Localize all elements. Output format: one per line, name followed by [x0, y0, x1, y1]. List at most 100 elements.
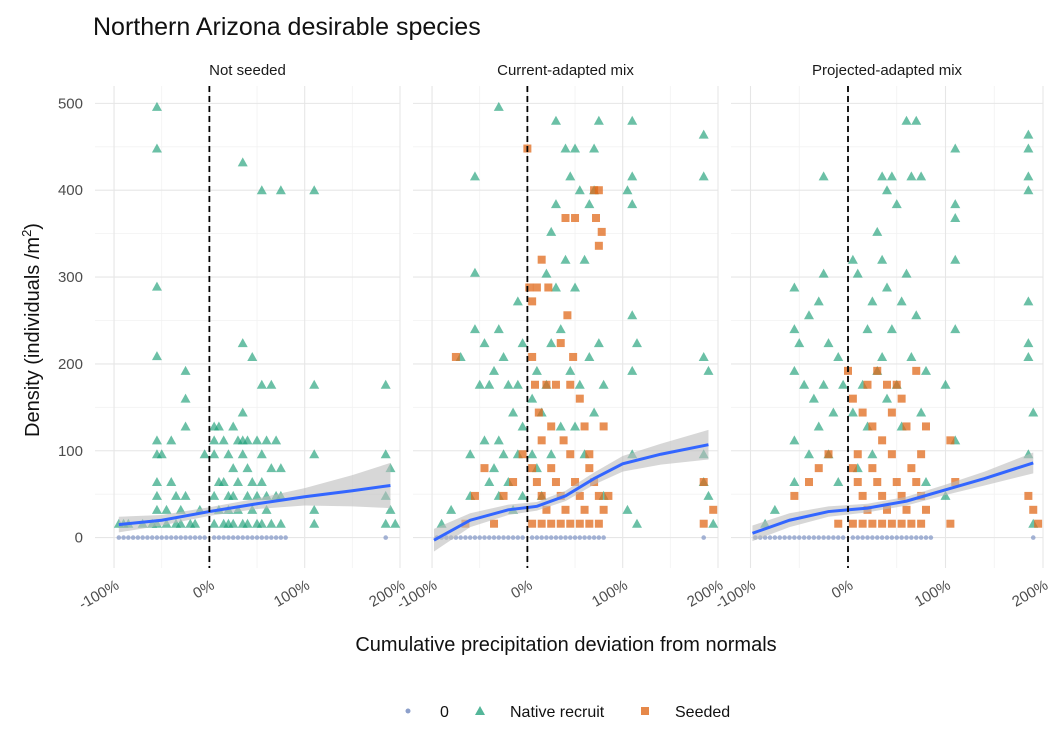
native-recruit-point: [570, 421, 581, 431]
seeded-point: [547, 464, 556, 473]
native-recruit-point: [708, 518, 719, 528]
zero-point: [482, 535, 487, 540]
native-recruit-point: [469, 324, 480, 334]
seeded-point: [868, 422, 877, 431]
legend-label: Native recruit: [510, 704, 605, 721]
native-recruit-point: [911, 115, 922, 125]
native-recruit-point: [789, 477, 800, 487]
native-recruit-point: [252, 490, 263, 500]
seeded-point: [499, 491, 508, 500]
native-recruit-point: [867, 449, 878, 459]
zero-point: [130, 535, 136, 540]
zero-point: [870, 535, 875, 540]
native-recruit-point: [847, 407, 858, 417]
zero-point: [116, 535, 122, 540]
grid: [731, 86, 1044, 568]
native-recruit-point: [804, 310, 814, 320]
zero-point: [520, 535, 525, 540]
native-recruit-point: [555, 324, 566, 334]
native-recruit-point: [541, 268, 552, 278]
seeded-point: [878, 436, 887, 445]
native-recruit-point: [446, 504, 457, 514]
native-recruit-point: [1023, 171, 1034, 181]
zero-point: [787, 535, 792, 540]
native-recruit-point: [631, 518, 642, 528]
seeded-point: [563, 311, 572, 320]
facet-strip-label: Not seeded: [209, 62, 286, 79]
native-recruit-point: [818, 268, 829, 278]
zero-point: [140, 535, 145, 540]
seeded-point: [902, 505, 911, 514]
seeded-point: [551, 380, 560, 389]
seeded-point: [597, 227, 606, 236]
zero-point: [202, 535, 207, 540]
native-recruit-point: [1023, 129, 1034, 139]
zero-point: [501, 535, 506, 540]
native-recruit-point: [833, 351, 844, 361]
native-recruit-point: [479, 435, 490, 445]
y-axis-title-suffix: ): [22, 223, 44, 230]
native-recruit-point: [916, 407, 927, 417]
seeded-point: [902, 422, 911, 431]
native-recruit-point: [627, 365, 638, 375]
seeded-point: [897, 491, 906, 500]
native-recruit-point: [877, 171, 888, 181]
seeded-point: [883, 380, 891, 389]
native-recruit-point: [209, 490, 220, 500]
native-recruit-point: [151, 281, 162, 291]
native-recruit-point: [209, 449, 220, 459]
facet-panel-2: Current-adapted mix-100% 0% 100% 200%: [394, 62, 726, 613]
native-recruit-point: [151, 504, 162, 514]
seeded-point: [575, 491, 584, 500]
zero-point: [188, 535, 193, 540]
y-tick-label: 0: [75, 530, 83, 547]
seeded-point: [868, 519, 877, 528]
native-recruit-point: [598, 379, 609, 389]
zero-point: [467, 535, 473, 540]
native-recruit-point: [465, 449, 476, 459]
seeded-point: [790, 491, 799, 500]
native-recruit-point: [862, 324, 873, 334]
native-recruit-point: [804, 449, 814, 459]
zero-point: [254, 535, 260, 540]
zero-point: [563, 535, 568, 540]
zero-point: [154, 535, 160, 540]
seeded-point: [887, 519, 896, 528]
seeded-point: [537, 436, 546, 445]
zero-point: [923, 535, 929, 540]
zero-point: [510, 535, 516, 540]
native-recruit-point: [789, 282, 800, 292]
seeded-point: [470, 491, 479, 500]
zero-point: [463, 535, 468, 540]
zero-point: [894, 535, 900, 540]
native-recruit-point: [794, 338, 805, 348]
native-recruit-point: [484, 477, 495, 487]
legend-key-native-recruit: [475, 706, 485, 715]
native-recruit-point: [390, 518, 401, 528]
zero-point: [801, 535, 807, 540]
native-recruit-point: [833, 477, 844, 487]
native-recruit-point: [228, 421, 239, 431]
zero-point: [515, 535, 521, 540]
native-recruit-point: [872, 226, 883, 236]
native-recruit-point: [896, 296, 907, 306]
native-recruit-point: [940, 379, 951, 389]
seeded-point: [561, 214, 570, 223]
seeded-point: [922, 505, 930, 514]
zero-point: [486, 535, 492, 540]
native-recruit-point: [565, 365, 576, 375]
seeded-point: [490, 519, 499, 528]
native-recruit-point: [950, 199, 961, 209]
native-recruit-point: [508, 407, 519, 417]
zero-point: [164, 535, 169, 540]
native-recruit-point: [151, 477, 162, 487]
zero-point: [126, 535, 131, 540]
native-recruit-point: [237, 157, 248, 167]
seeded-point: [531, 380, 539, 389]
seeded-point: [544, 283, 553, 292]
seeded-point: [547, 422, 556, 431]
native-recruit-point: [209, 435, 220, 445]
x-tick-label: -100%: [76, 577, 122, 613]
seeded-point: [897, 519, 906, 528]
native-recruit-point: [877, 351, 888, 361]
